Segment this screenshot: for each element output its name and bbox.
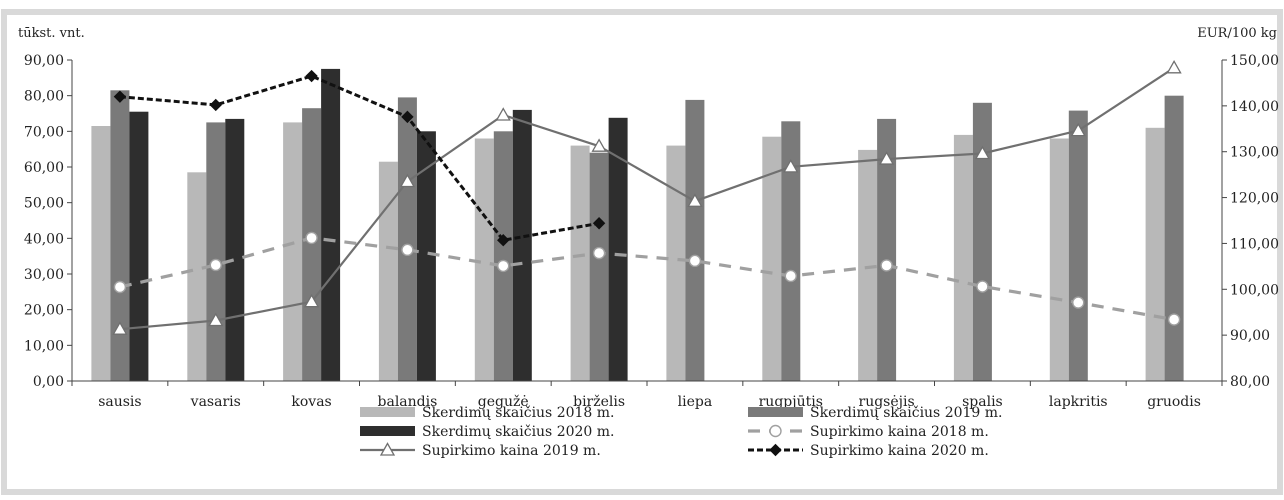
bar-2-spalis: [973, 103, 992, 381]
legend-swatch-skerdimu-skaicius-2019-m: [748, 407, 803, 417]
bar-2-geguze: [494, 131, 513, 381]
x-axis-label-liepa: liepa: [678, 394, 713, 410]
legend-label-supirkimo-kaina-2018-m: Supirkimo kaina 2018 m.: [810, 424, 989, 440]
left-axis-tick-label: 30,00: [24, 267, 64, 283]
bar-1-balandis: [379, 162, 398, 381]
left-axis-tick-label: 20,00: [24, 303, 64, 319]
legend-label-skerdimu-skaicius-2018-m: Skerdimų skaičius 2018 m.: [422, 405, 615, 421]
bar-1-spalis: [954, 135, 973, 381]
legend-label-skerdimu-skaicius-2020-m: Skerdimų skaičius 2020 m.: [422, 424, 615, 440]
point-supirkimo-kaina-2018-m-geguze: [498, 260, 509, 271]
bar-2-kovas: [302, 108, 321, 381]
left-axis-tick-label: 90,00: [24, 53, 64, 69]
legend-label-skerdimu-skaicius-2019-m: Skerdimų skaičius 2019 m.: [810, 405, 1003, 421]
bar-2-birzelis: [590, 153, 609, 381]
point-supirkimo-kaina-2018-m-kovas: [306, 232, 317, 243]
legend-marker-supirkimo-kaina-2018-m: [770, 426, 781, 437]
left-axis-tick-label: 40,00: [24, 231, 64, 247]
bar-2-balandis: [398, 97, 417, 381]
left-axis-tick-label: 0,00: [33, 374, 64, 390]
bar-1-geguze: [475, 139, 494, 382]
point-supirkimo-kaina-2018-m-vasaris: [210, 259, 221, 270]
bar-1-kovas: [283, 122, 302, 381]
legend-swatch-skerdimu-skaicius-2018-m: [360, 407, 415, 417]
point-supirkimo-kaina-2018-m-rugsejis: [881, 260, 892, 271]
bar-3-sausis: [129, 112, 148, 381]
left-axis-tick-label: 50,00: [24, 196, 64, 212]
right-axis-tick-label: 140,00: [1230, 99, 1279, 115]
right-axis-tick-label: 100,00: [1230, 282, 1279, 298]
right-axis-tick-label: 90,00: [1230, 328, 1270, 344]
bar-2-vasaris: [206, 122, 225, 381]
legend-label-supirkimo-kaina-2020-m: Supirkimo kaina 2020 m.: [810, 443, 989, 459]
left-axis-unit: tūkst. vnt.: [18, 26, 85, 41]
bar-2-gruodis: [1165, 96, 1184, 381]
x-axis-label-lapkritis: lapkritis: [1049, 394, 1108, 410]
x-axis-label-gruodis: gruodis: [1147, 394, 1201, 410]
x-axis-label-vasaris: vasaris: [190, 394, 241, 410]
bar-2-sausis: [110, 90, 129, 381]
bar-2-lapkritis: [1069, 111, 1088, 381]
point-supirkimo-kaina-2018-m-balandis: [402, 244, 413, 255]
right-axis-tick-label: 150,00: [1230, 53, 1279, 69]
bar-1-birzelis: [571, 146, 590, 381]
right-axis-tick-label: 80,00: [1230, 374, 1270, 390]
x-axis-label-sausis: sausis: [98, 394, 141, 410]
point-supirkimo-kaina-2018-m-gruodis: [1169, 314, 1180, 325]
right-axis-unit: EUR/100 kg: [1197, 26, 1277, 41]
left-axis-tick-label: 10,00: [24, 338, 64, 354]
bar-1-vasaris: [187, 172, 206, 381]
point-supirkimo-kaina-2018-m-spalis: [977, 281, 988, 292]
bar-1-lapkritis: [1050, 139, 1069, 382]
right-axis-tick-label: 120,00: [1230, 191, 1279, 207]
x-axis-label-kovas: kovas: [291, 394, 331, 410]
bar-1-liepa: [666, 146, 685, 381]
point-supirkimo-kaina-2018-m-sausis: [114, 281, 125, 292]
point-supirkimo-kaina-2018-m-lapkritis: [1073, 297, 1084, 308]
bar-2-liepa: [685, 100, 704, 381]
left-axis-tick-label: 60,00: [24, 160, 64, 176]
right-axis-tick-label: 130,00: [1230, 145, 1279, 161]
left-axis-tick-label: 80,00: [24, 89, 64, 105]
legend-label-supirkimo-kaina-2019-m: Supirkimo kaina 2019 m.: [422, 443, 601, 459]
left-axis-tick-label: 70,00: [24, 124, 64, 140]
bar-3-kovas: [321, 69, 340, 381]
legend-swatch-skerdimu-skaicius-2020-m: [360, 426, 415, 436]
bar-1-sausis: [91, 126, 110, 381]
point-supirkimo-kaina-2018-m-liepa: [689, 255, 700, 266]
right-axis-tick-label: 110,00: [1230, 236, 1279, 252]
bar-3-geguze: [513, 110, 532, 381]
point-supirkimo-kaina-2018-m-birzelis: [594, 248, 605, 259]
bar-3-vasaris: [225, 119, 244, 381]
point-supirkimo-kaina-2018-m-rugpjutis: [785, 270, 796, 281]
bar-1-gruodis: [1146, 128, 1165, 381]
